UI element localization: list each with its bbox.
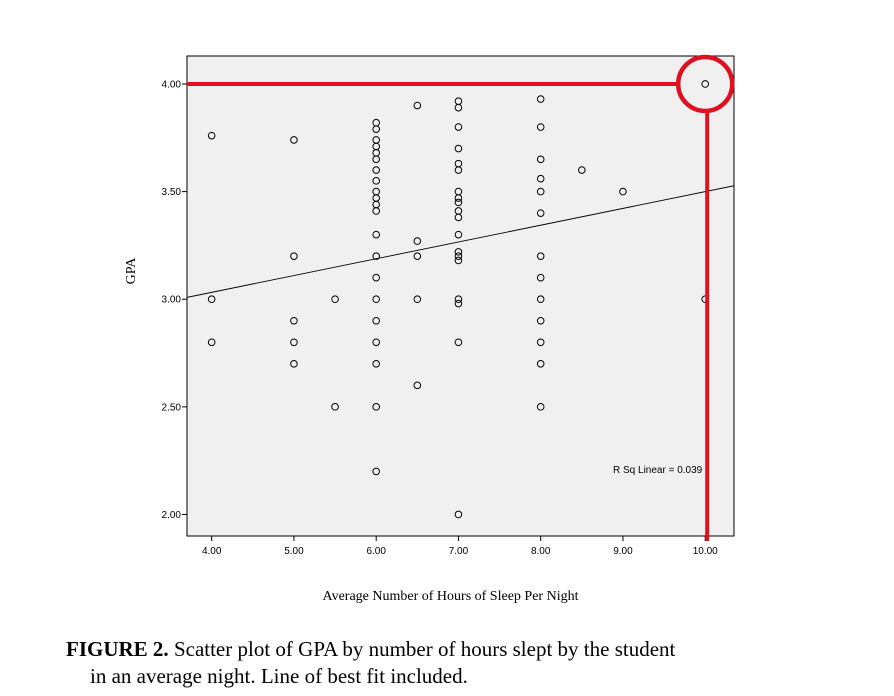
x-tick-label: 5.00 bbox=[284, 546, 304, 557]
x-tick-label: 9.00 bbox=[613, 546, 633, 557]
data-point bbox=[701, 80, 710, 88]
x-tick-label: 7.00 bbox=[449, 546, 469, 557]
data-point bbox=[413, 252, 422, 260]
data-point bbox=[413, 237, 422, 245]
data-point bbox=[372, 125, 380, 133]
data-point bbox=[207, 295, 216, 304]
data-point bbox=[413, 381, 422, 390]
data-point bbox=[454, 248, 463, 256]
data-point bbox=[207, 131, 216, 140]
data-point bbox=[331, 295, 339, 304]
caption-text-line1: Scatter plot of GPA by number of hours s… bbox=[173, 637, 676, 661]
data-point bbox=[454, 256, 463, 265]
data-point bbox=[372, 155, 380, 164]
data-point bbox=[413, 295, 422, 304]
data-point bbox=[372, 316, 380, 325]
data-point bbox=[372, 273, 380, 282]
data-point bbox=[536, 360, 545, 368]
data-point bbox=[413, 101, 422, 110]
data-point bbox=[454, 252, 463, 260]
data-point bbox=[454, 103, 463, 112]
data-point bbox=[536, 209, 545, 217]
data-point bbox=[331, 403, 339, 411]
y-tick-label: 2.00 bbox=[162, 510, 182, 521]
figure-caption: FIGURE 2. Scatter plot of GPA by number … bbox=[66, 636, 846, 690]
y-tick-label: 3.00 bbox=[162, 295, 182, 306]
data-point bbox=[454, 338, 463, 347]
data-point bbox=[454, 213, 463, 222]
data-point bbox=[536, 123, 545, 131]
x-axis-title: Average Number of Hours of Sleep Per Nig… bbox=[323, 589, 579, 604]
data-point bbox=[372, 230, 380, 239]
data-point bbox=[454, 123, 463, 131]
data-point bbox=[454, 230, 463, 239]
r-squared-annotation: R Sq Linear = 0.039 bbox=[613, 465, 703, 476]
data-point bbox=[536, 95, 545, 103]
highlight-circle bbox=[675, 54, 735, 114]
caption-text-line2: in an average night. Line of best fit in… bbox=[90, 664, 468, 688]
data-point bbox=[372, 338, 380, 347]
data-point bbox=[290, 360, 298, 368]
data-point bbox=[454, 198, 463, 207]
data-point bbox=[290, 338, 298, 347]
data-point bbox=[536, 338, 545, 347]
data-point bbox=[372, 207, 380, 215]
data-point bbox=[536, 155, 545, 164]
data-point bbox=[536, 403, 545, 411]
data-point bbox=[536, 174, 545, 183]
y-tick-label: 2.50 bbox=[162, 402, 182, 413]
data-point bbox=[454, 299, 463, 308]
data-point bbox=[536, 273, 545, 282]
data-point bbox=[372, 467, 380, 476]
data-point bbox=[290, 136, 298, 144]
data-point bbox=[454, 166, 463, 174]
data-point bbox=[536, 252, 545, 260]
data-point bbox=[207, 338, 216, 347]
scatter-chart: 4.00 5.00 6.00 7.00 8.00 9.00 10.00 2.00 2.50 3.… bbox=[124, 54, 735, 604]
data-point bbox=[372, 177, 380, 185]
data-point bbox=[290, 316, 298, 325]
data-point bbox=[372, 403, 380, 411]
data-point bbox=[454, 194, 463, 202]
fit-line bbox=[187, 185, 734, 298]
y-axis-title: GPA bbox=[124, 257, 139, 285]
y-tick-label: 3.50 bbox=[162, 187, 182, 198]
data-point bbox=[578, 166, 586, 174]
y-tick-label: 4.00 bbox=[162, 79, 182, 90]
x-tick-label: 10.00 bbox=[693, 546, 718, 557]
data-point bbox=[372, 166, 380, 174]
data-point bbox=[536, 316, 545, 325]
data-point bbox=[454, 295, 463, 304]
data-point bbox=[454, 144, 463, 153]
x-tick-label: 8.00 bbox=[531, 546, 551, 557]
data-point bbox=[290, 252, 298, 260]
data-point bbox=[372, 295, 380, 304]
plot-area bbox=[186, 55, 735, 537]
data-point bbox=[619, 187, 627, 196]
x-tick-label: 4.00 bbox=[202, 546, 222, 557]
data-point bbox=[454, 510, 463, 519]
x-tick-label: 6.00 bbox=[366, 546, 386, 557]
data-point bbox=[536, 187, 545, 196]
data-point bbox=[372, 252, 380, 260]
data-point bbox=[372, 360, 380, 368]
figure-label: FIGURE 2. bbox=[66, 637, 169, 661]
data-point bbox=[536, 295, 545, 304]
